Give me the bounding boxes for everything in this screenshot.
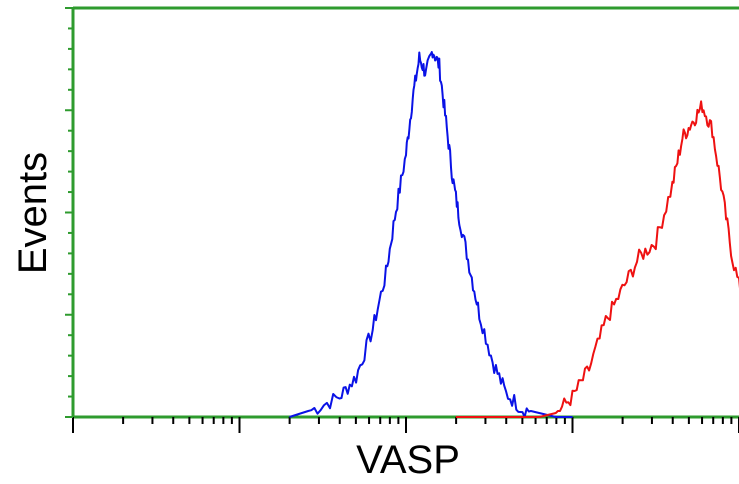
x-axis-label: VASP [356,438,460,482]
y-axis-label: Events [11,152,55,274]
series-group [289,51,739,418]
axes-group [65,6,739,433]
series-line-1 [289,51,573,418]
series-line-2 [455,100,739,418]
